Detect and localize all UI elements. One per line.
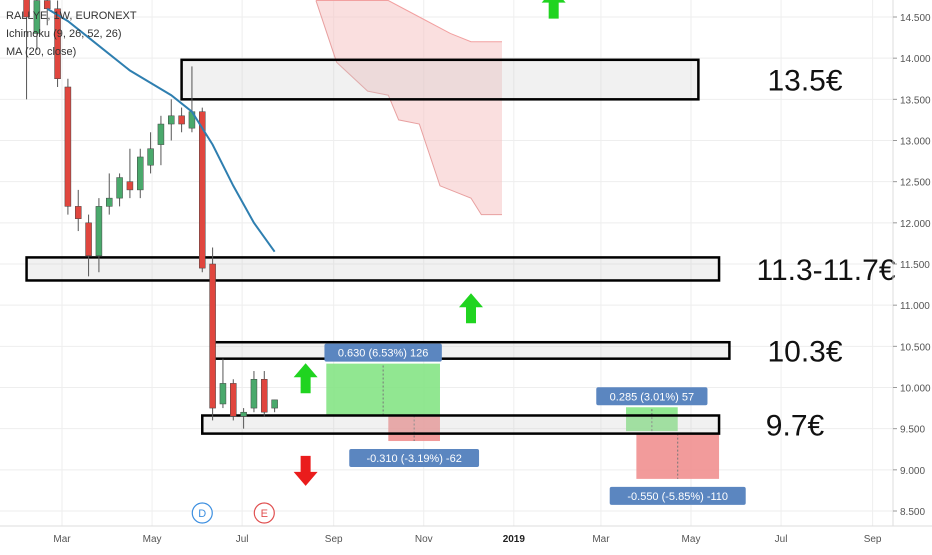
price-tick-label: 9.500 bbox=[900, 425, 925, 436]
dividend-event-marker[interactable]: D bbox=[191, 502, 213, 524]
ma-legend: MA (20, close) bbox=[6, 46, 77, 58]
price-tick-label: 13.500 bbox=[900, 95, 931, 106]
candle-body bbox=[126, 181, 134, 191]
time-tick-label: May bbox=[682, 534, 701, 545]
price-axis: 8.500 9.000 9.500 10.000 10.500 11.000 11.500 1… bbox=[892, 0, 931, 526]
measure-badge-1: 0.630 (6.53%) 126 bbox=[324, 343, 442, 362]
price-tick-label: 11.500 bbox=[900, 260, 930, 271]
candle-body bbox=[199, 111, 206, 269]
time-tick-label: Jul bbox=[775, 534, 788, 545]
candle-body bbox=[240, 411, 247, 417]
candles bbox=[23, 0, 278, 429]
measure-badge-bg bbox=[324, 343, 442, 362]
measure-badge-label: 0.285 (3.01%) 57 bbox=[610, 391, 694, 403]
measure-badge-4: -0.550 (-5.85%) -110 bbox=[609, 486, 746, 505]
measure-badge-2: -0.310 (-3.19%) -62 bbox=[349, 449, 480, 468]
time-tick-label: Nov bbox=[415, 534, 433, 545]
price-tick-label: 10.000 bbox=[900, 384, 931, 395]
zone-price-label-3: 10.3€ bbox=[767, 335, 842, 368]
candle-body bbox=[261, 379, 268, 413]
candle-body bbox=[178, 115, 185, 125]
candle-body bbox=[147, 148, 154, 166]
candle-body bbox=[271, 399, 278, 409]
dividend-marker-circle bbox=[191, 502, 213, 524]
candle-body bbox=[168, 115, 175, 125]
zone-price-label-2: 11.3-11.7€ bbox=[757, 254, 896, 287]
time-axis: Mar May Jul Sep Nov 2019 Mar May Jul Sep bbox=[0, 525, 932, 545]
candle-body bbox=[250, 379, 258, 409]
measure-zone-3 bbox=[626, 407, 678, 432]
measure-badge-bg bbox=[596, 387, 708, 406]
price-tick-label: 14.500 bbox=[900, 13, 931, 24]
candle-body bbox=[230, 383, 237, 417]
moving-average-line bbox=[46, 7, 276, 253]
measure-badge-3: 0.285 (3.01%) 57 bbox=[596, 387, 708, 406]
candle-body bbox=[23, 0, 30, 18]
price-tick-label: 14.000 bbox=[900, 54, 931, 65]
candle-body bbox=[209, 263, 216, 409]
zone-price-label-4: 9.7€ bbox=[766, 410, 825, 443]
dividend-marker-letter: D bbox=[198, 508, 206, 520]
candle-body bbox=[74, 206, 82, 219]
earnings-marker-circle bbox=[253, 502, 275, 524]
candle-body bbox=[43, 0, 51, 10]
price-tick-label: 8.500 bbox=[900, 507, 925, 518]
ichimoku-cloud bbox=[315, 0, 503, 215]
up-arrow-icon bbox=[541, 0, 566, 19]
price-tick-label: 12.000 bbox=[900, 219, 931, 230]
time-tick-label: Sep bbox=[325, 534, 343, 545]
measure-zone-4 bbox=[636, 433, 720, 479]
price-tick-label: 11.000 bbox=[900, 301, 930, 312]
measure-badge-label: -0.550 (-5.85%) -110 bbox=[627, 491, 728, 503]
price-tick-label: 10.500 bbox=[900, 342, 931, 353]
candle-body bbox=[54, 8, 61, 79]
time-tick-label: Jul bbox=[236, 534, 249, 545]
time-tick-label: May bbox=[143, 534, 162, 545]
support-zone-1 bbox=[180, 58, 700, 101]
candle-body bbox=[33, 0, 41, 34]
support-zone-2 bbox=[25, 256, 721, 282]
support-zone-3 bbox=[211, 340, 731, 360]
indicator-legend: Ichimoku (9, 26, 52, 26) bbox=[6, 28, 122, 40]
time-tick-label: 2019 bbox=[503, 534, 526, 545]
price-tick-label: 12.500 bbox=[900, 178, 931, 189]
candle-body bbox=[85, 222, 92, 257]
candle-body bbox=[105, 197, 113, 207]
measure-badge-bg bbox=[349, 449, 480, 468]
price-tick-label: 9.000 bbox=[900, 466, 925, 477]
cloud-upper-line bbox=[315, 0, 503, 43]
up-arrow-icon bbox=[458, 293, 483, 324]
price-tick-label: 13.000 bbox=[900, 137, 931, 148]
candle-body bbox=[116, 177, 123, 199]
down-arrow-icon bbox=[293, 455, 318, 486]
time-tick-label: Mar bbox=[592, 534, 610, 545]
candle-body bbox=[157, 123, 165, 145]
symbol-legend: RALLYE, 1W, EURONEXT bbox=[6, 10, 137, 22]
candle-body bbox=[219, 383, 227, 405]
support-zone-4 bbox=[201, 414, 721, 435]
candle-body bbox=[137, 156, 144, 191]
cloud-lower-line bbox=[315, 0, 503, 216]
gridlines bbox=[0, 0, 893, 526]
time-tick-label: Sep bbox=[864, 534, 882, 545]
up-arrow-icon bbox=[293, 363, 318, 394]
time-tick-label: Mar bbox=[53, 534, 71, 545]
earnings-event-marker[interactable]: E bbox=[253, 502, 275, 524]
candle-body bbox=[95, 206, 103, 257]
measure-badge-label: -0.310 (-3.19%) -62 bbox=[366, 453, 461, 465]
zone-price-label-1: 13.5€ bbox=[767, 65, 842, 98]
earnings-marker-letter: E bbox=[261, 508, 268, 520]
candle-body bbox=[64, 86, 72, 207]
measure-badge-bg bbox=[609, 486, 746, 505]
measure-badge-label: 0.630 (6.53%) 126 bbox=[338, 348, 429, 360]
